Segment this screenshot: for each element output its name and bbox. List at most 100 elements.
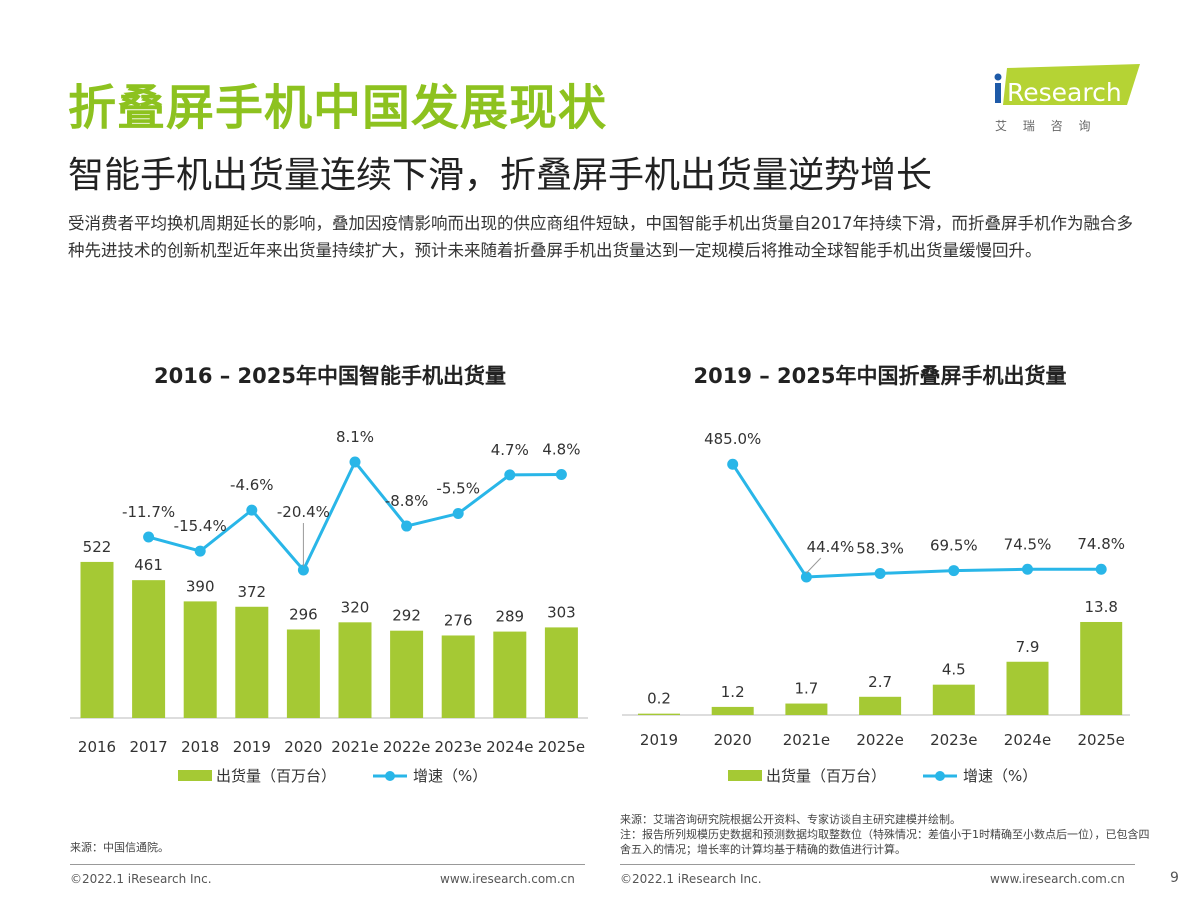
growth-label: 74.8% xyxy=(1077,535,1125,553)
iresearch-logo: Research 艾 瑞 咨 询 xyxy=(994,64,1140,133)
category-label: 2021e xyxy=(331,738,378,756)
bar-2018 xyxy=(183,601,217,718)
bar-2025e xyxy=(1080,621,1123,715)
growth-point-2025e xyxy=(1095,563,1107,575)
page-title: 折叠屏手机中国发展现状 xyxy=(68,80,608,136)
body-text: 受消费者平均换机周期延长的影响，叠加因疫情影响而出现的供应商组件短缺，中国智能手… xyxy=(68,214,1133,260)
growth-point-2020 xyxy=(297,564,309,576)
category-label: 2016 xyxy=(78,738,116,756)
growth-point-2020 xyxy=(727,458,739,470)
bar-label: 303 xyxy=(547,603,576,621)
website: www.iresearch.com.cn xyxy=(990,872,1125,886)
legend-bar-swatch xyxy=(728,770,762,781)
growth-label: 4.8% xyxy=(542,441,580,459)
bar-label: 7.9 xyxy=(1016,638,1040,656)
growth-label: 74.5% xyxy=(1004,535,1052,553)
bar-2020 xyxy=(711,706,754,715)
svg-text:艾 瑞 咨 询: 艾 瑞 咨 询 xyxy=(995,118,1096,133)
growth-line xyxy=(731,463,1102,579)
legend-line-marker xyxy=(935,771,945,781)
bar-label: 390 xyxy=(186,577,215,595)
legend-bar-label: 出货量（百万台） xyxy=(766,767,886,785)
category-label: 2017 xyxy=(130,738,168,756)
category-label: 2022e xyxy=(383,738,430,756)
divider xyxy=(70,864,585,865)
bar-label: 4.5 xyxy=(942,661,966,679)
growth-label: 44.4% xyxy=(807,538,855,556)
legend-line-label: 增速（%） xyxy=(413,767,487,785)
chart2-note: 注：报告所列规模历史数据和预测数据均取整数位（特殊情况：差值小于1时精确至小数点… xyxy=(620,828,1150,856)
category-label: 2023e xyxy=(434,738,481,756)
category-label: 2020 xyxy=(714,731,752,749)
growth-label: 485.0% xyxy=(704,430,761,448)
growth-point-2023e xyxy=(948,565,960,577)
legend-line-label: 增速（%） xyxy=(963,767,1037,785)
bar-label: 292 xyxy=(392,607,421,625)
category-label: 2023e xyxy=(930,731,977,749)
category-label: 2022e xyxy=(856,731,903,749)
category-label: 2020 xyxy=(284,738,322,756)
category-label: 2025e xyxy=(1077,731,1124,749)
category-label: 2025e xyxy=(538,738,585,756)
growth-point-2019 xyxy=(246,504,258,516)
page-subtitle: 智能手机出货量连续下滑，折叠屏手机出货量逆势增长 xyxy=(68,155,933,196)
chart1-source: 来源：中国信通院。 xyxy=(70,841,169,854)
growth-point-2024e xyxy=(1022,563,1033,575)
category-label: 2024e xyxy=(1004,731,1051,749)
category-label: 2018 xyxy=(181,738,219,756)
growth-point-2021e xyxy=(800,571,812,583)
growth-label: 69.5% xyxy=(930,537,978,555)
growth-label: -4.6% xyxy=(230,476,274,494)
bar-2017 xyxy=(132,580,166,718)
bar-2022e xyxy=(390,630,424,718)
growth-label: 58.3% xyxy=(856,539,904,557)
growth-point-2023e xyxy=(452,508,464,520)
bar-label: 522 xyxy=(83,538,112,556)
bar-2023e xyxy=(441,635,475,718)
growth-label: 4.7% xyxy=(491,441,529,459)
growth-point-2018 xyxy=(194,545,206,557)
chart2-source: 来源：艾瑞咨询研究院根据公开资料、专家访谈自主研究建模并绘制。 xyxy=(620,813,961,826)
bar-2019 xyxy=(235,606,269,718)
bar-label: 276 xyxy=(444,611,473,629)
legend-bar-swatch xyxy=(178,770,212,781)
growth-line xyxy=(148,459,562,573)
legend-line-marker xyxy=(385,771,395,781)
category-label: 2019 xyxy=(233,738,271,756)
growth-label: -15.4% xyxy=(174,517,227,535)
category-label: 2024e xyxy=(486,738,533,756)
copyright: ©2022.1 iResearch Inc. xyxy=(620,872,762,886)
bar-2025e xyxy=(544,627,578,718)
bar-label: 461 xyxy=(134,556,163,574)
category-label: 2021e xyxy=(783,731,830,749)
bar-2021e xyxy=(338,622,372,718)
bar-2024e xyxy=(1006,661,1049,715)
bar-label: 372 xyxy=(237,583,266,601)
bar-2022e xyxy=(859,696,902,715)
bar-label: 289 xyxy=(495,608,524,626)
growth-point-2017 xyxy=(143,531,155,543)
growth-point-2025e xyxy=(555,469,567,481)
growth-label: -20.4% xyxy=(277,503,330,521)
growth-label: 8.1% xyxy=(336,428,374,446)
growth-point-2024e xyxy=(504,469,516,481)
category-label: 2019 xyxy=(640,731,678,749)
growth-label: -11.7% xyxy=(122,503,175,521)
bar-2024e xyxy=(493,631,527,718)
copyright: ©2022.1 iResearch Inc. xyxy=(70,872,212,886)
bar-2016 xyxy=(80,561,114,718)
leader-line xyxy=(806,557,822,574)
bar-label: 1.2 xyxy=(721,683,745,701)
page-number: 9 xyxy=(1170,870,1179,886)
bar-label: 13.8 xyxy=(1084,598,1117,616)
chart2-title: 2019 – 2025年中国折叠屏手机出货量 xyxy=(693,364,1067,388)
growth-label: -8.8% xyxy=(385,492,429,510)
website: www.iresearch.com.cn xyxy=(440,872,575,886)
bar-2020 xyxy=(286,629,320,718)
bar-label: 296 xyxy=(289,605,318,623)
legend-bar-label: 出货量（百万台） xyxy=(216,767,336,785)
bar-label: 1.7 xyxy=(794,680,818,698)
bar-2023e xyxy=(932,684,975,715)
